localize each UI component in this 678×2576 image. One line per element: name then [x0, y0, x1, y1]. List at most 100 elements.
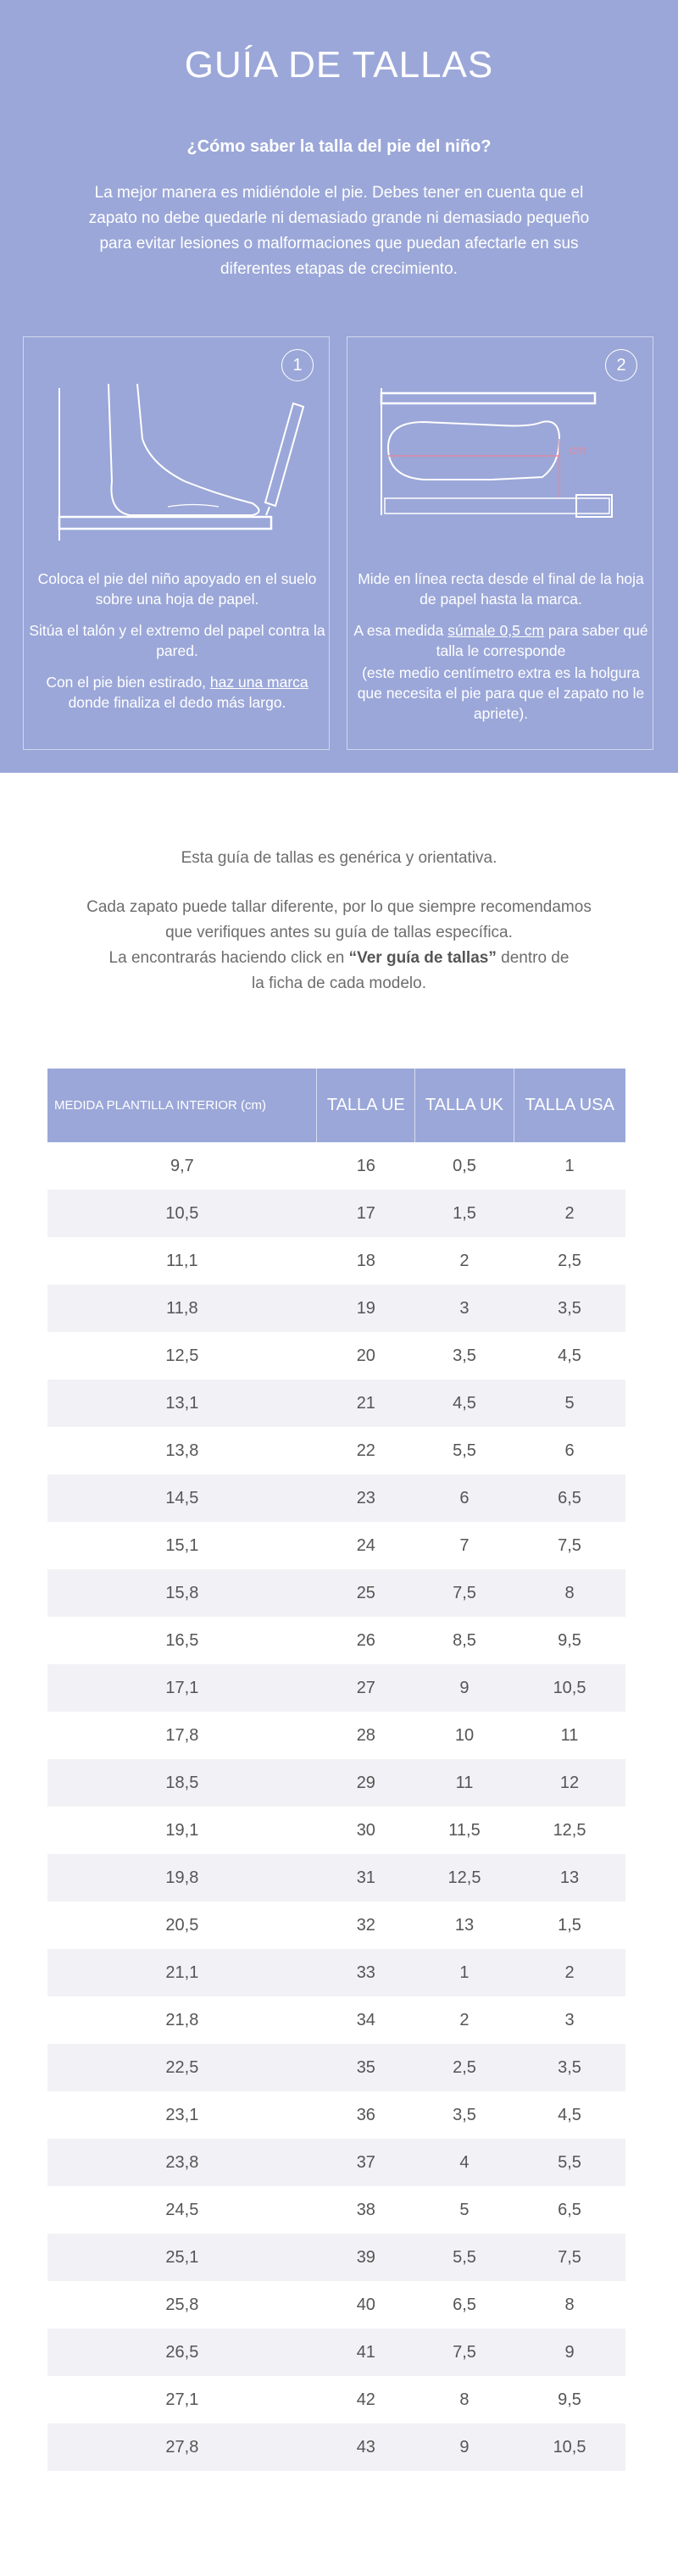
- table-cell: 3,5: [514, 2044, 625, 2091]
- table-cell: 32: [356, 1915, 375, 1935]
- table-cell: 1,5: [414, 1190, 514, 1237]
- table-cell: 23: [316, 1474, 415, 1522]
- table-cell: 7,5: [514, 2234, 625, 2281]
- table-cell: 24,5: [165, 2200, 199, 2219]
- table-cell: 22: [356, 1441, 375, 1460]
- table-cell: 0,5: [453, 1156, 476, 1175]
- table-cell: 37: [316, 2139, 415, 2186]
- table-cell: 39: [316, 2234, 415, 2281]
- table-cell: 35: [316, 2044, 415, 2091]
- table-cell: 6: [564, 1441, 575, 1460]
- table-cell: 12: [514, 1759, 625, 1807]
- table-row: 12,5 20 3,5 4,5: [47, 1332, 625, 1380]
- column-header: TALLA UK: [414, 1069, 514, 1142]
- step-paragraph: A esa medida súmale 0,5 cm para saber qu…: [353, 620, 649, 661]
- step-paragraph: Coloca el pie del niño apoyado en el sue…: [37, 570, 317, 608]
- table-cell: 2: [514, 1190, 625, 1237]
- table-cell: 20,5: [165, 1915, 199, 1935]
- table-row: 11,1 18 2 2,5: [47, 1237, 625, 1285]
- table-row: 13,1 21 4,5 5: [47, 1380, 625, 1427]
- table-cell: 29: [316, 1759, 415, 1807]
- table-cell: 2: [514, 1949, 625, 1996]
- info-line: Cada zapato puede tallar diferente, por …: [86, 898, 592, 941]
- table-cell: 17: [316, 1190, 415, 1237]
- table-cell: 12,5: [165, 1346, 199, 1365]
- table-cell: 2: [459, 1251, 470, 1270]
- size-table: MEDIDA PLANTILLA INTERIOR (cm) TALLA UE TA…: [47, 1069, 625, 2471]
- table-cell: 11,1: [166, 1251, 198, 1270]
- subtitle: ¿Cómo saber la talla del pie del niño?: [186, 137, 492, 156]
- table-cell: 6,5: [453, 2295, 476, 2314]
- table-cell: 3: [414, 1285, 514, 1332]
- text: para saber qué talla le corresponde: [436, 622, 648, 659]
- table-cell: 27,8: [47, 2423, 317, 2471]
- table-cell: 13,1: [47, 1380, 317, 1427]
- table-cell: 3,5: [453, 1346, 476, 1365]
- table-row: 19,1 30 11,5 12,5: [47, 1807, 625, 1854]
- table-head: MEDIDA PLANTILLA INTERIOR (cm) TALLA UE TA…: [47, 1069, 625, 1142]
- title: GUÍA DE TALLAS: [184, 44, 494, 86]
- step-paragraph: Con el pie bien estirado, haz una marca …: [29, 672, 325, 713]
- table-cell: 21,8: [165, 2010, 199, 2029]
- table-cell: 5: [459, 2200, 470, 2219]
- table-cell: 20: [356, 1346, 375, 1365]
- table-row: 16,5 26 8,5 9,5: [47, 1617, 625, 1664]
- table-cell: 11: [414, 1759, 514, 1807]
- table-row: 23,8 37 4 5,5: [47, 2139, 625, 2186]
- hero: GUÍA DE TALLAS ¿Cómo saber la talla del …: [0, 0, 678, 773]
- table-cell: 5,5: [514, 2139, 625, 2186]
- table-row: 26,5 41 7,5 9: [47, 2329, 625, 2376]
- info-line: La encontrarás haciendo click en “Ver gu…: [102, 946, 576, 997]
- table-cell: 15,8: [47, 1569, 317, 1617]
- table-cell: 5,5: [453, 1441, 476, 1460]
- table-cell: 30: [356, 1820, 375, 1840]
- table-cell: 6: [414, 1474, 514, 1522]
- table-cell: 19: [316, 1285, 415, 1332]
- table-cell: 10: [454, 1725, 475, 1745]
- table-row: 21,1 33 1 2: [47, 1949, 625, 1996]
- table-cell: 3: [564, 2010, 575, 2029]
- table-cell: 11,5: [448, 1820, 481, 1840]
- table-cell: 11: [560, 1725, 579, 1745]
- table-cell: 19,1: [165, 1820, 199, 1840]
- table-row: 21,8 34 2 3: [47, 1996, 625, 2044]
- table-row: 10,5 17 1,5 2: [47, 1190, 625, 1237]
- table-row: 15,8 25 7,5 8: [47, 1569, 625, 1617]
- table-cell: 18: [356, 1251, 375, 1270]
- table-cell: 9,5: [558, 1630, 581, 1650]
- table-cell: 13: [454, 1915, 475, 1935]
- table-cell: 25,8: [165, 2295, 199, 2314]
- table-cell: 13,8: [165, 1441, 199, 1460]
- table-cell: 21,1: [47, 1949, 317, 1996]
- text: La encontrarás haciendo click en: [108, 949, 349, 967]
- table-cell: 6,5: [558, 2200, 581, 2219]
- table-cell: 21: [316, 1380, 415, 1427]
- table-row: 17,1 27 9 10,5: [47, 1664, 625, 1712]
- table-cell: 9,5: [558, 2390, 581, 2409]
- table-cell: 36: [356, 2105, 375, 2124]
- table-row: 14,5 23 6 6,5: [47, 1474, 625, 1522]
- table-row: 20,5 32 13 1,5: [47, 1901, 625, 1949]
- table-cell: 19,8: [47, 1854, 317, 1901]
- table-cell: 5,5: [414, 2234, 514, 2281]
- table-cell: 24: [356, 1535, 375, 1555]
- table-row: 13,8 22 5,5 6: [47, 1427, 625, 1474]
- table-cell: 23,8: [47, 2139, 317, 2186]
- column-header: TALLA UE: [316, 1069, 415, 1142]
- step-paragraph: Sitúa el talón y el extremo del papel co…: [29, 622, 325, 659]
- table-cell: 11,8: [47, 1285, 317, 1332]
- table-cell: 17,8: [165, 1725, 199, 1745]
- table-cell: 27,1: [165, 2390, 199, 2409]
- table-cell: 9: [414, 1664, 514, 1712]
- table-row: 27,8 43 9 10,5: [47, 2423, 625, 2471]
- table-cell: 18,5: [47, 1759, 317, 1807]
- table-cell: 2,5: [414, 2044, 514, 2091]
- table-cell: 13: [514, 1854, 625, 1901]
- foot-illustration: [58, 383, 305, 541]
- step-text: Coloca el pie del niño apoyado en el sue…: [29, 569, 325, 724]
- header-row: MEDIDA PLANTILLA INTERIOR (cm) TALLA UE TA…: [47, 1069, 625, 1142]
- table-cell: 7,5: [414, 2329, 514, 2376]
- underlined-text: súmale 0,5 cm: [447, 622, 545, 639]
- table-row: 27,1 42 8 9,5: [47, 2376, 625, 2423]
- step-panel: 1 Coloca el pie del niño apoyado en el s…: [23, 336, 330, 750]
